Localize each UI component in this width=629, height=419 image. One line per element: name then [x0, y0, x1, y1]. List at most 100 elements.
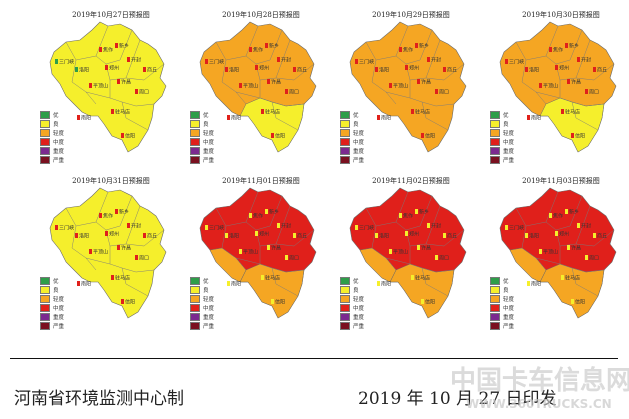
legend-swatch: [40, 285, 50, 294]
legend-label: 中度: [53, 305, 65, 312]
city-marker: [415, 209, 418, 214]
legend-swatch: [340, 146, 350, 155]
city-marker: [115, 209, 118, 214]
city-label: 商丘: [597, 67, 607, 74]
panel-title: 2019年10月28日预报图: [222, 11, 300, 19]
watermark-cn: 中国卡车信息网: [450, 366, 629, 396]
legend-item: 轻度: [40, 128, 64, 137]
city-label: 开封: [581, 223, 591, 230]
panel-title: 2019年10月30日预报图: [522, 11, 600, 19]
city-label: 南阳: [531, 115, 541, 122]
city-label: 许昌: [421, 245, 431, 252]
legend-swatch: [40, 303, 50, 312]
city-label: 洛阳: [529, 67, 539, 74]
city-marker: [577, 223, 580, 228]
city-label: 洛阳: [529, 233, 539, 240]
city-border: [515, 191, 559, 227]
legend-item: 重度: [40, 146, 64, 155]
city-label: 驻马店: [115, 275, 130, 282]
city-border: [395, 195, 433, 231]
city-label: 新乡: [419, 209, 429, 216]
city-border: [271, 267, 299, 297]
legend-label: 优: [353, 112, 359, 119]
region-south: [389, 263, 455, 319]
city-marker: [505, 225, 508, 230]
city-border: [275, 63, 315, 81]
legend-label: 重度: [53, 148, 65, 155]
city-marker: [267, 245, 270, 250]
city-marker: [577, 57, 580, 62]
city-marker: [411, 275, 414, 280]
legend-swatch: [40, 276, 50, 285]
forecast-panel: 2019年10月30日预报图 三门峡 洛阳 焦作 新乡 郑州 开封 许昌 平顶山 周口 商丘 驻马店南…: [486, 6, 629, 174]
city-border: [121, 267, 149, 297]
city-marker: [539, 83, 542, 88]
legend-swatch: [340, 312, 350, 321]
legend-item: 轻度: [40, 294, 64, 303]
city-border: [575, 63, 615, 81]
city-marker: [271, 133, 274, 138]
legend-label: 良: [203, 121, 209, 128]
legend-swatch: [490, 285, 500, 294]
city-label: 焦作: [253, 47, 263, 54]
legend-label: 严重: [353, 157, 365, 164]
city-marker: [89, 249, 92, 254]
city-label: 三门峡: [359, 59, 374, 66]
region-north: [49, 21, 167, 153]
city-label: 信阳: [275, 133, 285, 140]
city-label: 焦作: [553, 213, 563, 220]
legend-label: 轻度: [203, 296, 215, 303]
legend-swatch: [340, 128, 350, 137]
city-label: 平顶山: [543, 83, 558, 90]
legend-swatch: [40, 155, 50, 164]
city-label: 三门峡: [509, 59, 524, 66]
legend-item: 轻度: [340, 128, 364, 137]
legend-swatch: [40, 128, 50, 137]
city-border: [535, 257, 561, 265]
city-border: [571, 101, 599, 131]
legend-swatch: [490, 155, 500, 164]
city-marker: [99, 47, 102, 52]
legend: 优良轻度 中度 重度 严重: [490, 110, 514, 164]
city-label: 新乡: [569, 209, 579, 216]
region-north: [349, 21, 467, 153]
city-marker: [55, 225, 58, 230]
city-marker: [143, 67, 146, 72]
city-border: [65, 25, 109, 61]
city-label: 周口: [139, 256, 149, 262]
city-border: [521, 225, 547, 271]
legend-item: 良: [40, 285, 64, 294]
legend: 优良轻度 中度 重度 严重: [40, 276, 64, 330]
city-label: 信阳: [275, 299, 285, 306]
city-marker: [75, 67, 78, 72]
legend-swatch: [490, 128, 500, 137]
legend-item: 优: [190, 110, 214, 119]
city-label: 郑州: [409, 65, 419, 72]
city-label: 平顶山: [93, 249, 108, 256]
legend-label: 轻度: [53, 130, 65, 137]
city-marker: [267, 79, 270, 84]
legend-swatch: [190, 110, 200, 119]
city-label: 南阳: [231, 115, 241, 122]
city-marker: [427, 223, 430, 228]
legend-item: 严重: [490, 321, 514, 330]
city-border: [221, 59, 247, 105]
legend-item: 良: [490, 119, 514, 128]
legend-label: 重度: [203, 314, 215, 321]
legend-label: 优: [503, 278, 509, 285]
city-border: [245, 195, 283, 231]
city-marker: [225, 67, 228, 72]
legend-item: 良: [190, 119, 214, 128]
legend: 优良轻度 中度 重度 严重: [190, 110, 214, 164]
city-marker: [239, 249, 242, 254]
panel-title: 2019年10月27日预报图: [72, 11, 150, 19]
legend-item: 重度: [40, 312, 64, 321]
city-marker: [443, 67, 446, 72]
legend-swatch: [490, 303, 500, 312]
city-label: 洛阳: [79, 67, 89, 74]
city-label: 平顶山: [393, 249, 408, 256]
legend-label: 重度: [203, 148, 215, 155]
